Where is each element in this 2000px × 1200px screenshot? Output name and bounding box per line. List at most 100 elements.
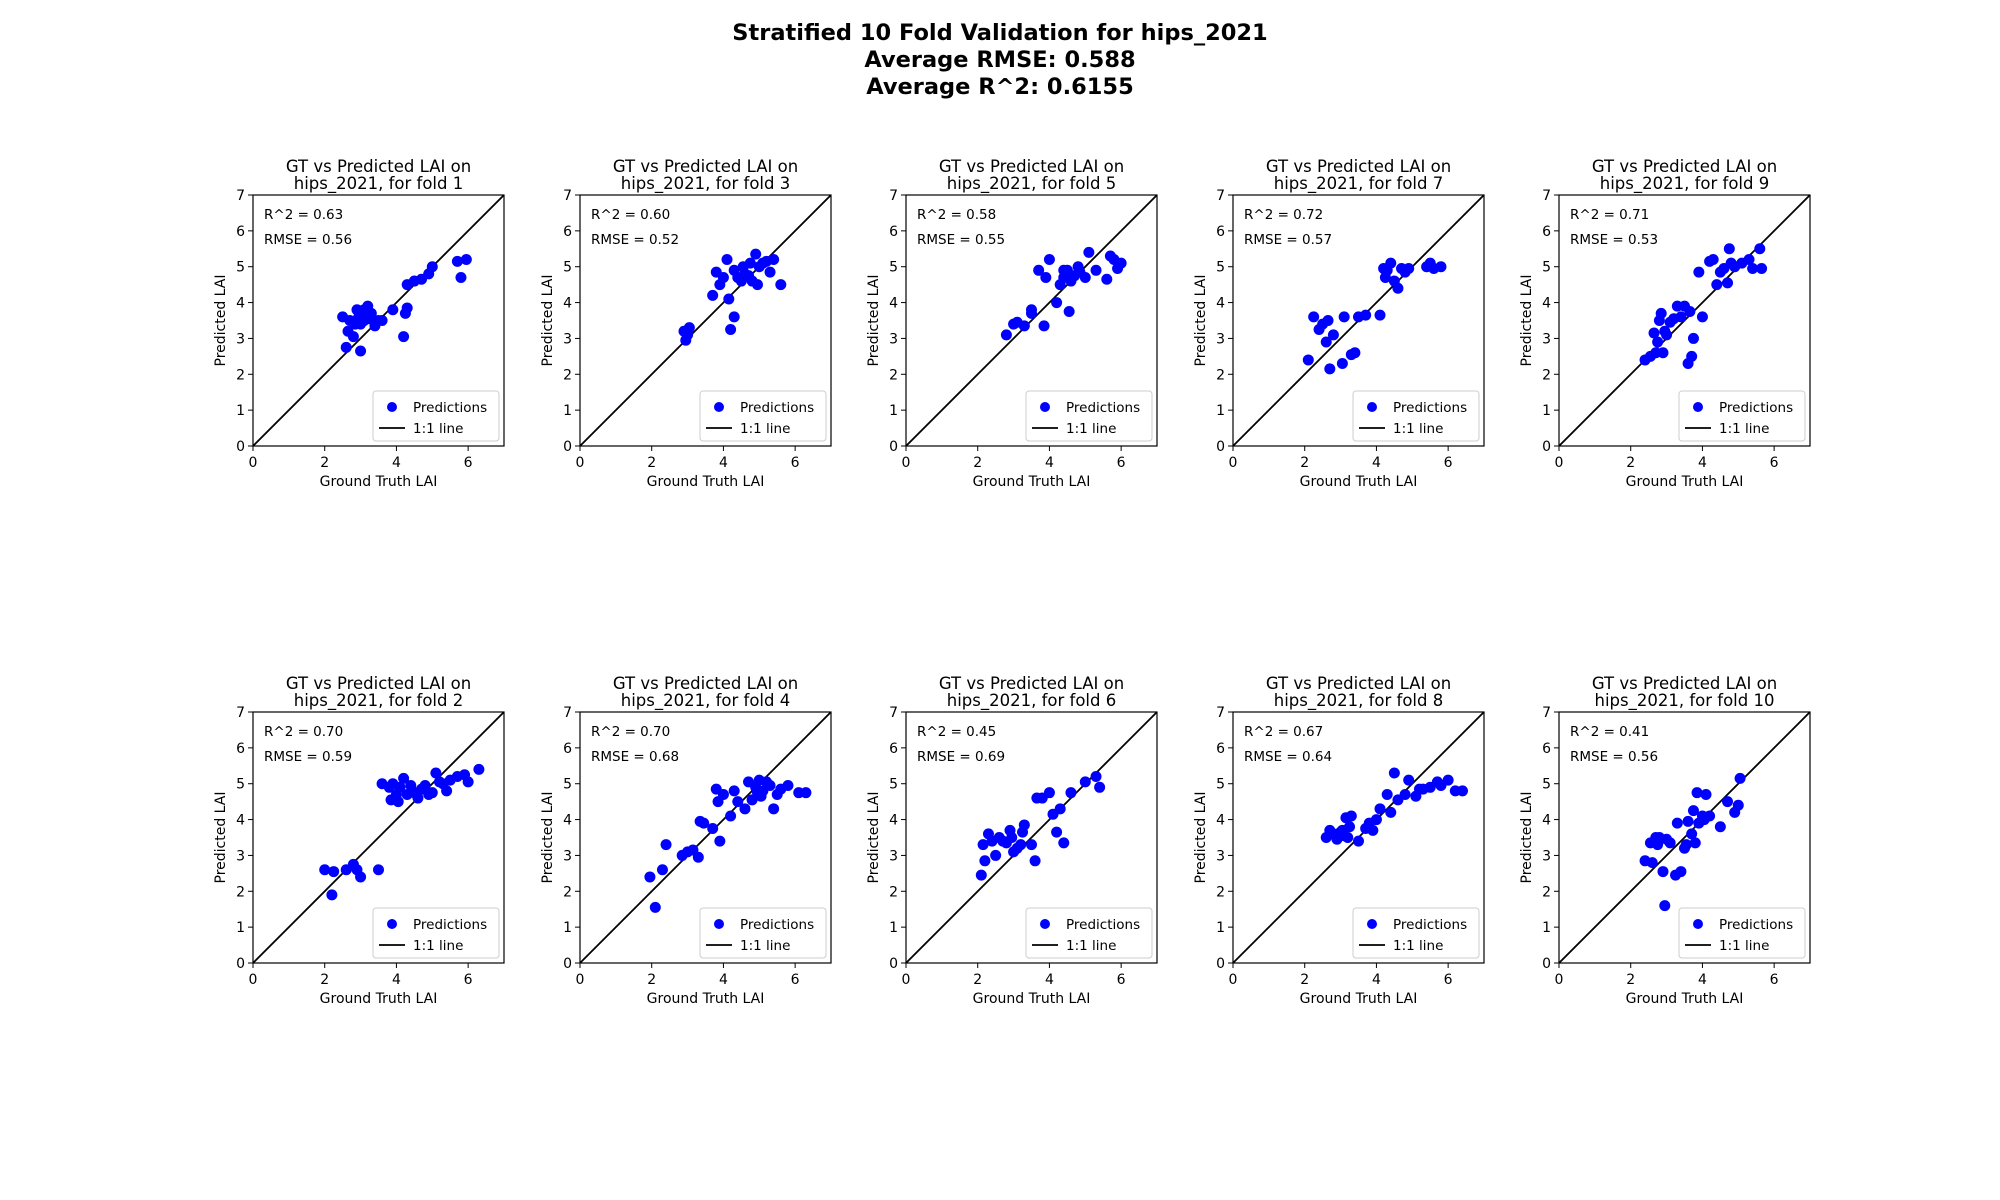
data-point (1101, 273, 1113, 285)
data-point (732, 796, 744, 808)
y-axis-label: Predicted LAI (540, 275, 556, 367)
rmse-annotation: RMSE = 0.56 (264, 232, 352, 248)
legend: Predictions 1:1 line (372, 390, 500, 442)
x-tick-label: 0 (1229, 455, 1238, 471)
data-point (1051, 297, 1063, 309)
plot-area (906, 712, 1157, 963)
x-tick-label: 6 (464, 972, 473, 988)
data-point (977, 839, 989, 851)
y-tick-label: 5 (1216, 777, 1225, 793)
r2-annotation: R^2 = 0.45 (917, 724, 996, 740)
y-tick-label: 5 (1542, 777, 1551, 793)
x-tick-label: 2 (1300, 455, 1309, 471)
subplot-title-line-2: hips_2021, for fold 9 (1600, 174, 1769, 194)
legend-marker-predictions (1367, 919, 1377, 929)
x-axis-label: Ground Truth LAI (320, 991, 438, 1007)
data-point (1058, 837, 1070, 849)
y-tick-label: 3 (1216, 848, 1225, 864)
data-point (1657, 347, 1669, 359)
y-tick-label: 0 (1542, 956, 1551, 972)
identity-line (906, 712, 1157, 963)
x-tick-label: 6 (1117, 972, 1126, 988)
y-tick-label: 4 (563, 296, 572, 312)
data-point (721, 254, 733, 266)
y-tick-label: 6 (563, 741, 572, 757)
data-point (1734, 772, 1746, 784)
y-tick-label: 5 (236, 260, 245, 276)
subplot-title-line-2: hips_2021, for fold 7 (1274, 174, 1443, 194)
x-tick-label: 6 (1444, 455, 1453, 471)
data-point (775, 279, 787, 291)
legend: Predictions 1:1 line (1678, 907, 1806, 959)
y-axis-label: Predicted LAI (866, 275, 882, 367)
data-point (1691, 787, 1703, 799)
y-tick-label: 4 (1542, 813, 1551, 829)
y-tick-label: 6 (236, 224, 245, 240)
y-tick-label: 7 (236, 705, 245, 721)
y-tick-label: 4 (889, 813, 898, 829)
identity-line (580, 195, 831, 446)
plot-area (253, 195, 504, 446)
data-point (1344, 821, 1356, 833)
data-point (1664, 837, 1676, 849)
rmse-annotation: RMSE = 0.55 (917, 232, 1005, 248)
subplot-title-line-1: GT vs Predicted LAI on (1266, 674, 1451, 693)
data-point (430, 767, 442, 779)
data-point (1040, 271, 1052, 283)
data-point (744, 257, 756, 269)
legend-marker-predictions (1693, 402, 1703, 412)
y-tick-label: 3 (563, 848, 572, 864)
y-axis-label: Predicted LAI (1193, 275, 1209, 367)
data-point (1026, 839, 1037, 851)
x-tick-label: 4 (1372, 972, 1381, 988)
y-tick-label: 6 (1216, 224, 1225, 240)
data-point (1090, 264, 1102, 276)
data-point (426, 787, 438, 799)
data-point (1051, 826, 1063, 838)
subplot-title-line-1: GT vs Predicted LAI on (1266, 157, 1451, 176)
x-tick-label: 2 (320, 455, 329, 471)
y-tick-label: 1 (236, 920, 245, 936)
legend-label-predictions: Predictions (413, 917, 487, 933)
y-tick-label: 1 (1542, 403, 1551, 419)
y-tick-label: 4 (1216, 813, 1225, 829)
data-point (426, 261, 438, 273)
legend: Predictions 1:1 line (1025, 907, 1153, 959)
x-tick-label: 0 (249, 455, 258, 471)
data-point (1722, 796, 1734, 808)
legend-marker-predictions (1367, 402, 1377, 412)
data-point (1043, 254, 1055, 266)
rmse-annotation: RMSE = 0.68 (591, 749, 679, 765)
y-tick-label: 4 (236, 296, 245, 312)
data-point (1327, 329, 1339, 341)
axes-frame (905, 711, 1158, 964)
x-axis-label: Ground Truth LAI (647, 474, 765, 490)
y-tick-label: 7 (563, 705, 572, 721)
x-axis-label: Ground Truth LAI (1300, 991, 1418, 1007)
legend-marker-predictions (714, 402, 724, 412)
data-point (1065, 787, 1077, 799)
x-tick-label: 6 (1770, 455, 1779, 471)
legend-label-line: 1:1 line (1393, 938, 1443, 954)
data-point (764, 780, 776, 792)
y-tick-label: 0 (1216, 956, 1225, 972)
data-point (1038, 320, 1050, 332)
axes-frame (1558, 711, 1811, 964)
data-point (1374, 803, 1386, 815)
y-tick-label: 2 (563, 884, 572, 900)
plot-area (1233, 712, 1484, 963)
data-point (1696, 311, 1708, 323)
subplot-title-line-1: GT vs Predicted LAI on (1592, 674, 1777, 693)
data-point (698, 817, 710, 829)
data-point (1403, 263, 1415, 275)
data-point (768, 254, 780, 266)
data-point (707, 289, 719, 301)
r2-annotation: R^2 = 0.41 (1570, 724, 1649, 740)
x-tick-label: 6 (464, 455, 473, 471)
x-axis-label: Ground Truth LAI (1626, 991, 1744, 1007)
y-axis-label: Predicted LAI (1519, 792, 1535, 884)
x-tick-label: 0 (902, 455, 911, 471)
data-point (728, 785, 740, 797)
data-point (1000, 329, 1012, 341)
